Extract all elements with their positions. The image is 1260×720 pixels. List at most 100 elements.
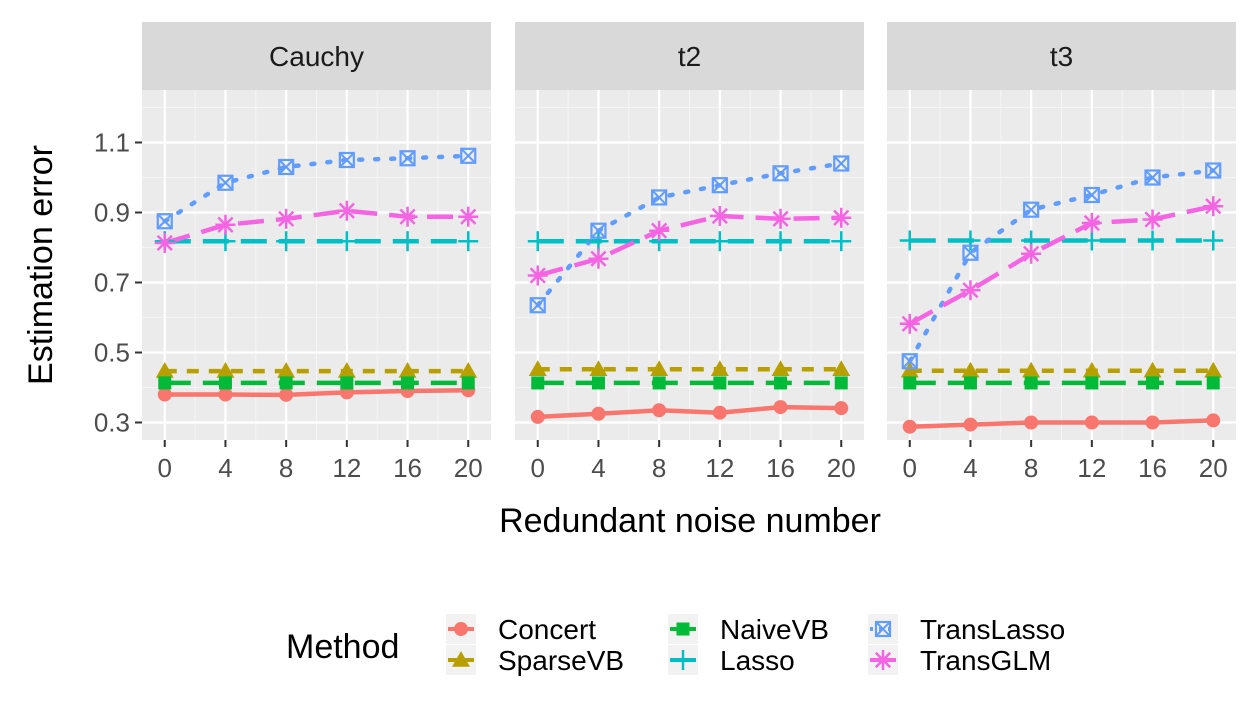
point-sparsevb <box>1022 361 1041 378</box>
point-naivevb <box>903 376 917 390</box>
x-tick-label: 8 <box>279 453 293 483</box>
point-transglm <box>649 220 670 241</box>
series-line-concert <box>909 418 1214 429</box>
point-naivevb <box>401 376 415 390</box>
point-translasso <box>156 213 173 230</box>
x-tick-label: 4 <box>963 453 977 483</box>
point-lasso <box>709 231 730 252</box>
point-naivevb <box>1146 376 1160 390</box>
x-tick-label: 0 <box>158 453 172 483</box>
point-sparsevb <box>961 361 980 378</box>
x-tick-label: 16 <box>766 453 795 483</box>
point-naivevb <box>461 376 475 390</box>
series-group <box>154 147 479 402</box>
x-axis: 0 4 8 12 16 20 <box>531 440 856 483</box>
point-transglm <box>397 206 418 227</box>
point-lasso <box>276 231 297 252</box>
point-lasso <box>1081 230 1102 251</box>
point-transglm <box>215 214 236 235</box>
point-concert <box>1024 415 1039 430</box>
legend-key-marker <box>454 622 468 636</box>
legend-label: Lasso <box>720 645 795 676</box>
point-naivevb <box>218 376 232 390</box>
point-naivevb <box>963 376 977 390</box>
point-transglm <box>276 208 297 229</box>
point-naivevb <box>1024 376 1038 390</box>
facet-label: Cauchy <box>269 41 364 72</box>
facet-strip <box>142 22 491 90</box>
point-sparsevb <box>832 360 851 377</box>
series-line-transglm <box>537 213 842 278</box>
x-tick-label: 20 <box>454 453 483 483</box>
point-lasso <box>960 230 981 251</box>
point-translasso <box>901 353 918 370</box>
legend-key-marker <box>874 620 892 638</box>
y-tick-label: 0.7 <box>94 268 130 298</box>
point-lasso <box>336 231 357 252</box>
legend-key-marker <box>873 650 893 670</box>
point-lasso <box>899 230 920 251</box>
point-naivevb <box>774 376 788 390</box>
point-sparsevb <box>459 362 478 378</box>
point-transglm <box>1021 243 1042 264</box>
point-naivevb <box>652 376 666 390</box>
point-sparsevb <box>528 360 547 377</box>
point-lasso <box>770 231 791 252</box>
legend-label: SparseVB <box>498 645 624 676</box>
y-tick-label: 1.1 <box>94 128 130 158</box>
legend-label: TransLasso <box>920 614 1065 645</box>
point-translasso <box>1205 162 1222 179</box>
x-tick-label: 0 <box>903 453 917 483</box>
point-lasso <box>527 231 548 252</box>
x-tick-label: 20 <box>827 453 856 483</box>
point-concert <box>963 417 978 432</box>
point-sparsevb <box>650 360 669 377</box>
legend-label: NaiveVB <box>720 614 829 645</box>
point-translasso <box>711 177 728 194</box>
point-lasso <box>1203 230 1224 251</box>
point-sparsevb <box>1204 361 1223 378</box>
point-translasso <box>1144 169 1161 186</box>
point-transglm <box>588 248 609 269</box>
point-translasso <box>399 150 416 167</box>
point-sparsevb <box>900 361 919 378</box>
point-sparsevb <box>337 362 356 378</box>
point-concert <box>902 419 917 434</box>
point-transglm <box>831 207 852 228</box>
point-transglm <box>527 265 548 286</box>
series-line-translasso <box>907 168 1216 364</box>
point-translasso <box>962 244 979 261</box>
point-translasso <box>338 151 355 169</box>
y-axis-title: Estimation error <box>22 145 60 385</box>
legend-item-sparsevb: SparseVB <box>446 645 624 676</box>
x-tick-label: 16 <box>1138 453 1167 483</box>
point-concert <box>834 401 849 416</box>
point-naivevb <box>591 376 605 390</box>
x-tick-label: 0 <box>531 453 545 483</box>
point-translasso <box>217 174 234 191</box>
point-transglm <box>770 208 791 229</box>
legend-key-marker <box>452 651 470 667</box>
point-translasso <box>1083 186 1100 204</box>
point-lasso <box>588 231 609 252</box>
point-naivevb <box>834 376 848 390</box>
point-transglm <box>899 313 920 334</box>
point-lasso <box>831 231 852 252</box>
point-concert <box>218 387 233 402</box>
point-translasso <box>651 189 668 206</box>
series-group <box>527 155 852 424</box>
panel-t2: t2 0 4 8 12 16 20 <box>515 22 864 483</box>
point-transglm <box>709 206 730 226</box>
point-concert <box>652 403 667 418</box>
point-transglm <box>1203 196 1224 217</box>
point-naivevb <box>158 376 172 390</box>
panel-cauchy: Cauchy 0 4 8 12 16 20 0.3 0.5 0.7 0.9 1.1 <box>94 22 491 483</box>
point-transglm <box>1142 209 1163 230</box>
legend-item-naivevb: NaiveVB <box>668 614 829 645</box>
point-sparsevb <box>771 360 790 377</box>
point-concert <box>712 405 727 420</box>
point-translasso <box>833 155 850 172</box>
y-axis: 0.3 0.5 0.7 0.9 1.1 <box>94 128 142 438</box>
